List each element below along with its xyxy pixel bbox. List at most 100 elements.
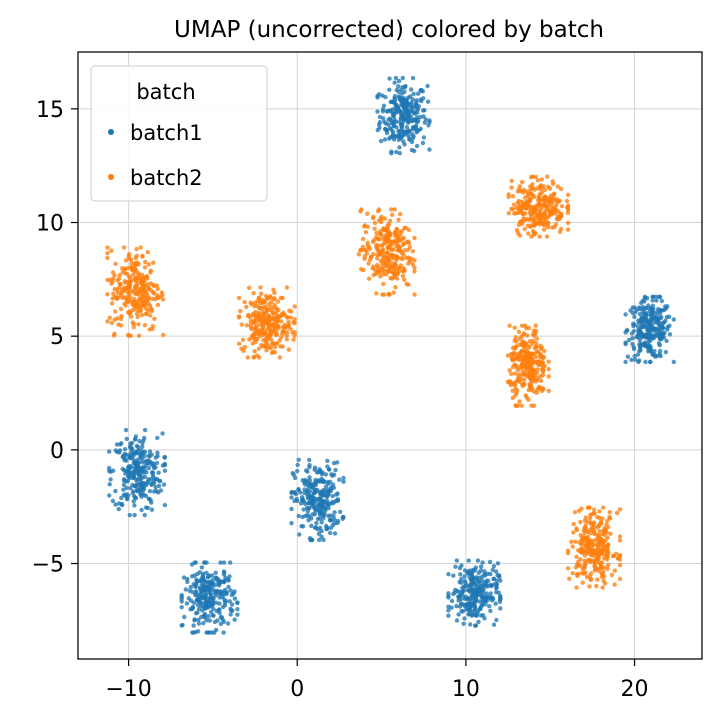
- data-point-batch2: [595, 577, 600, 582]
- data-point-batch2: [402, 277, 407, 282]
- data-point-batch2: [400, 242, 406, 247]
- data-point-batch1: [324, 526, 329, 532]
- data-point-batch1: [401, 129, 406, 135]
- legend-marker-batch1: [108, 129, 114, 135]
- data-point-batch2: [381, 227, 386, 233]
- data-point-batch1: [153, 485, 158, 490]
- data-point-batch1: [128, 486, 133, 491]
- data-point-batch1: [137, 438, 142, 444]
- data-point-batch2: [585, 505, 591, 510]
- data-point-batch2: [412, 292, 417, 297]
- data-point-batch2: [122, 285, 127, 290]
- data-point-batch2: [391, 290, 396, 295]
- data-point-batch2: [530, 174, 535, 179]
- data-point-batch1: [312, 480, 317, 486]
- data-point-batch2: [393, 285, 398, 290]
- data-point-batch1: [126, 471, 132, 477]
- data-point-batch2: [139, 279, 144, 285]
- data-point-batch2: [133, 283, 138, 289]
- data-point-batch2: [277, 355, 283, 360]
- data-point-batch2: [161, 332, 166, 338]
- data-point-batch2: [372, 226, 377, 231]
- data-point-batch1: [623, 330, 628, 335]
- data-point-batch1: [660, 324, 665, 330]
- data-point-batch2: [388, 231, 393, 237]
- data-point-batch2: [115, 316, 120, 321]
- data-point-batch1: [476, 619, 481, 625]
- data-point-batch1: [195, 597, 200, 603]
- data-point-batch2: [361, 236, 366, 242]
- data-point-batch1: [632, 305, 637, 310]
- data-point-batch2: [286, 319, 291, 325]
- data-point-batch1: [453, 587, 458, 593]
- data-point-batch1: [132, 483, 137, 489]
- data-point-batch1: [480, 560, 485, 565]
- data-point-batch2: [601, 578, 606, 583]
- data-point-batch2: [284, 315, 290, 320]
- data-point-batch2: [522, 381, 527, 387]
- data-point-batch1: [332, 510, 337, 515]
- data-point-batch1: [414, 128, 420, 133]
- data-point-batch1: [218, 579, 224, 585]
- data-point-batch2: [367, 257, 373, 262]
- data-point-batch2: [600, 545, 606, 551]
- data-point-batch1: [221, 569, 227, 574]
- data-point-batch2: [360, 244, 365, 250]
- data-point-batch2: [126, 292, 132, 297]
- data-point-batch2: [389, 247, 394, 253]
- data-point-batch2: [533, 359, 538, 364]
- data-point-batch1: [220, 604, 226, 610]
- data-point-batch2: [574, 585, 579, 590]
- data-point-batch2: [580, 580, 585, 585]
- data-point-batch2: [531, 193, 536, 198]
- data-point-batch2: [550, 179, 555, 184]
- data-point-batch1: [654, 294, 659, 299]
- data-point-batch2: [565, 192, 571, 197]
- data-point-batch2: [509, 371, 514, 377]
- data-point-batch2: [518, 376, 524, 382]
- data-point-batch1: [188, 598, 194, 603]
- data-point-batch1: [180, 622, 185, 628]
- data-point-batch1: [654, 316, 659, 321]
- data-point-batch1: [235, 600, 240, 606]
- data-point-batch2: [517, 336, 522, 341]
- data-point-batch1: [338, 509, 343, 514]
- data-point-batch2: [136, 322, 141, 327]
- data-point-batch1: [623, 359, 628, 365]
- data-point-batch2: [520, 340, 525, 346]
- data-point-batch1: [232, 617, 237, 622]
- data-point-batch2: [399, 256, 404, 261]
- data-point-batch2: [410, 249, 416, 254]
- data-point-batch1: [458, 597, 464, 602]
- data-point-batch2: [513, 403, 518, 408]
- data-point-batch1: [134, 461, 139, 467]
- data-point-batch1: [484, 578, 489, 584]
- data-point-batch1: [446, 595, 451, 600]
- data-point-batch2: [404, 281, 409, 287]
- data-point-batch1: [307, 475, 312, 480]
- data-point-batch1: [623, 312, 628, 317]
- data-point-batch1: [473, 565, 478, 570]
- data-point-batch1: [412, 148, 417, 154]
- data-point-batch1: [658, 353, 663, 359]
- data-point-batch1: [307, 465, 312, 470]
- data-point-batch1: [470, 579, 475, 584]
- data-point-batch1: [312, 525, 318, 530]
- data-point-batch2: [527, 210, 533, 216]
- data-point-batch2: [236, 295, 242, 301]
- data-point-batch2: [141, 300, 147, 305]
- data-point-batch2: [390, 212, 395, 217]
- data-point-batch1: [123, 427, 129, 433]
- data-point-batch1: [119, 502, 125, 507]
- data-point-batch1: [312, 506, 318, 511]
- data-point-batch2: [263, 344, 268, 349]
- data-point-batch1: [630, 341, 635, 347]
- data-point-batch1: [215, 618, 220, 623]
- data-point-batch2: [557, 216, 562, 221]
- data-point-batch2: [126, 333, 132, 338]
- data-point-batch2: [365, 211, 370, 216]
- data-point-batch2: [380, 292, 385, 297]
- data-point-batch1: [323, 472, 329, 477]
- data-point-batch2: [115, 278, 120, 283]
- data-point-batch2: [382, 238, 387, 243]
